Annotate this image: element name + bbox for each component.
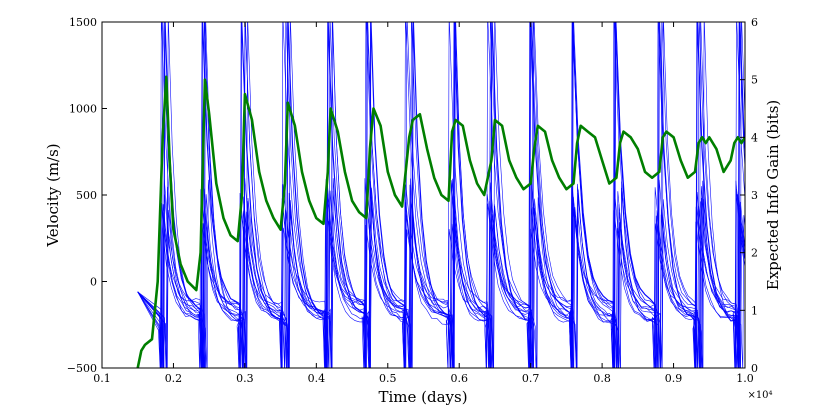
velocity-sample-line <box>137 178 745 368</box>
velocity-sample-line <box>137 177 745 368</box>
velocity-sample-line <box>137 178 745 368</box>
x-tick-label: 0.4 <box>308 372 326 385</box>
x-tick-label: 0.9 <box>665 372 683 385</box>
y-tick-label: 1500 <box>69 16 97 29</box>
info-gain-line <box>136 75 745 368</box>
x-axis-title: Time (days) <box>378 388 467 406</box>
y2-axis-title: Expected Info Gain (bits) <box>764 100 782 290</box>
axes <box>101 21 746 369</box>
velocity-sample-line <box>137 180 745 368</box>
x-tick-label: 1.0 <box>736 372 754 385</box>
y2-tick-label: 2 <box>751 247 758 260</box>
info-gain-series <box>136 75 745 368</box>
x-tick-label: 0.7 <box>522 372 540 385</box>
x-tick-label: 0.1 <box>93 372 111 385</box>
y-tick-label: −500 <box>67 362 97 375</box>
x-tick-label: 0.2 <box>165 372 183 385</box>
y2-tick-label: 6 <box>751 16 758 29</box>
y-tick-label: 1000 <box>69 103 97 116</box>
x-tick-label: 0.8 <box>593 372 611 385</box>
y2-tick-label: 3 <box>751 189 758 202</box>
x-tick-label: 0.6 <box>450 372 468 385</box>
y2-tick-label: 0 <box>751 362 758 375</box>
x-axis-multiplier: ×10⁴ <box>747 390 772 401</box>
y2-tick-label: 1 <box>751 304 758 317</box>
y-axis-title: Velocity (m/s) <box>44 143 62 247</box>
x-tick-label: 0.3 <box>236 372 254 385</box>
tick-labels: 0.1 0.2 0.3 0.4 0.5 0.6 0.7 0.8 0.9 1.0−500050010… <box>67 16 758 385</box>
y-tick-label: 500 <box>76 189 97 202</box>
velocity-sample-line <box>137 181 745 368</box>
x-tick-label: 0.5 <box>379 372 397 385</box>
velocity-sample-line <box>137 180 745 368</box>
y-tick-label: 0 <box>90 276 97 289</box>
velocity-sample-line <box>137 22 745 368</box>
velocity-sample-line <box>137 22 745 368</box>
velocity-sample-line <box>137 178 745 368</box>
velocity-sample-line <box>137 181 745 368</box>
y2-tick-label: 4 <box>751 131 758 144</box>
velocity-sample-line <box>137 178 745 368</box>
velocity-series <box>137 22 745 368</box>
velocity-sample-line <box>137 22 745 368</box>
y2-tick-label: 5 <box>751 74 758 87</box>
velocity-sample-line <box>137 179 745 368</box>
